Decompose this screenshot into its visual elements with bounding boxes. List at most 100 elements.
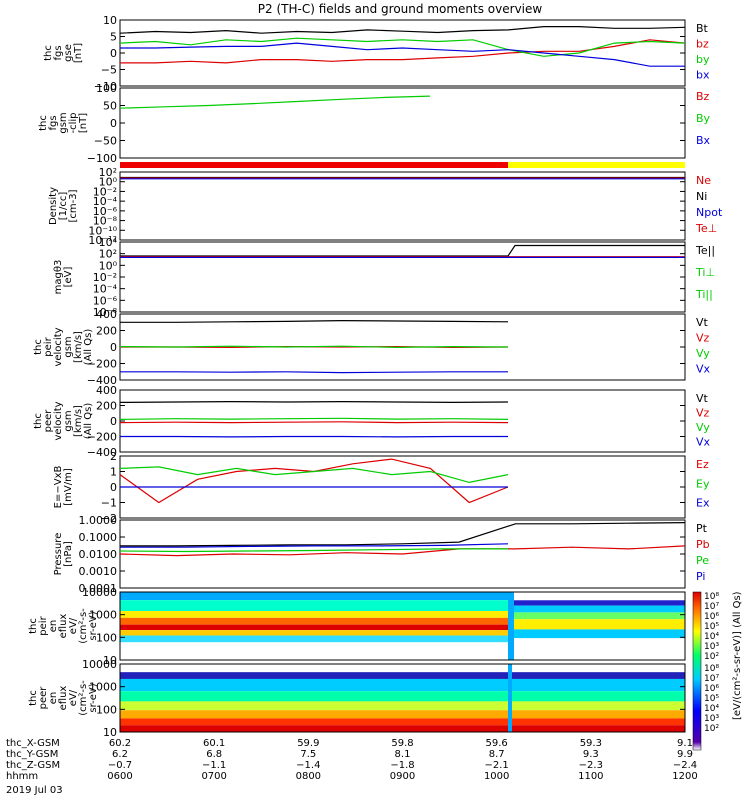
y-tick-label: 10⁰ — [99, 176, 118, 189]
series-line-vt — [120, 319, 509, 323]
spectrogram-band — [120, 672, 685, 679]
y-axis-label-line: (All Qs) — [83, 329, 94, 366]
x-tick-label: 59.8 — [391, 738, 413, 749]
spectrogram-band — [120, 642, 508, 660]
x-tick-label: 9.3 — [583, 749, 599, 760]
legend-entry: by — [696, 53, 710, 66]
x-tick-label: −1.1 — [202, 760, 226, 771]
y-tick-label: 10⁻⁶ — [93, 294, 118, 307]
colorbar-tick-label: 10⁵ — [704, 622, 719, 632]
legend-entry: Vy — [696, 347, 710, 360]
y-axis-label-line: gse — [63, 44, 74, 62]
colorbar-tick-label: 10⁸ — [704, 592, 719, 602]
y-tick-label: 10 — [103, 654, 117, 667]
legend-entry: Vt — [696, 316, 709, 329]
status-bar-yellow — [508, 162, 685, 168]
panel-frame — [119, 19, 686, 87]
y-tick-label: −2 — [101, 512, 117, 525]
y-tick-label: 100 — [96, 631, 117, 644]
panel-density: 10²10⁰10⁻²10⁻⁴10⁻⁶10⁻⁸10⁻¹⁰10⁻¹²Density[… — [48, 166, 723, 247]
y-axis-label-line: en — [48, 692, 59, 705]
legend-entry: Vz — [696, 407, 710, 420]
plot-date: 2019 Jul 03 — [6, 785, 63, 796]
x-tick-label: 0900 — [390, 771, 415, 782]
legend-entry: Pe — [696, 554, 709, 567]
y-tick-label: 0.0100 — [79, 548, 118, 561]
spectrogram-band — [120, 664, 685, 673]
panel-frame — [119, 389, 686, 453]
y-axis-label-line: thc — [28, 618, 39, 634]
x-tick-label: 0600 — [107, 771, 132, 782]
legend-entry: By — [696, 112, 711, 125]
spectrogram-band — [120, 630, 508, 636]
spectrogram-band — [120, 592, 508, 601]
x-tick-label: 6.2 — [112, 749, 128, 760]
y-tick-label: 2 — [110, 450, 117, 463]
x-tick-label: 8.1 — [395, 749, 411, 760]
y-tick-label: 5 — [110, 31, 117, 44]
y-tick-label: −5 — [101, 64, 117, 77]
x-tick-label: 60.2 — [109, 738, 131, 749]
colorbar-label: [eV/(cm²-s-sr-eV)] (All Qs) — [732, 591, 743, 720]
spectrogram-band — [120, 678, 685, 692]
y-tick-label: 200 — [96, 400, 117, 413]
y-axis-label-line: thc — [38, 115, 49, 131]
colorbar-strip — [692, 591, 702, 751]
y-axis-label: E=−VxB [mV/m] — [53, 466, 74, 509]
y-tick-label: 10⁻⁴ — [93, 195, 118, 208]
y-tick-label: 10⁻⁸ — [93, 215, 118, 228]
y-tick-label: −50 — [94, 135, 117, 148]
panel-peer-velocity: 400 200 0 −200 −400 thc peer velocity gsm [km/s](… — [33, 384, 711, 459]
spectrogram-band — [120, 617, 508, 625]
y-axis-label-line: magθ3 — [53, 260, 64, 295]
colorbar: 10⁸10⁷10⁶10⁵10⁴10³10²10⁸10⁷10⁶10⁵10⁴10³1… — [692, 591, 743, 751]
panel-frame — [119, 241, 686, 313]
y-axis-label-line: gsm — [58, 112, 69, 133]
panel-frame — [119, 591, 686, 661]
spectrogram-band — [508, 612, 685, 620]
y-tick-label: 10⁴ — [99, 236, 118, 249]
y-tick-label: 50 — [103, 100, 117, 113]
spectrogram-band — [120, 725, 685, 732]
y-axis-label-line: [eV] — [63, 267, 74, 288]
panel-e-field: 2 1 0 −1 −2 E=−VxB [mV/m] Ez Ey Ex — [53, 450, 710, 525]
y-tick-label: 0.0001 — [79, 582, 118, 595]
spectrogram-band — [508, 638, 685, 660]
y-tick-label: 10000 — [82, 658, 117, 671]
y-axis-label-line: velocity — [53, 327, 64, 366]
series-line-vz — [119, 421, 509, 424]
y-tick-label: −400 — [87, 374, 117, 387]
y-tick-label: −400 — [87, 446, 117, 459]
colorbar-tick-label: 10² — [704, 724, 719, 734]
panel-peir-eflux: 10000 1000 100 10 thc peir en eflux eV/(cm²-s-sr… — [28, 586, 686, 667]
y-axis-label-line: gsm — [63, 336, 74, 357]
series-line-bt — [119, 26, 686, 34]
y-axis-label-line: en — [48, 620, 59, 633]
x-tick-label: −2.4 — [673, 760, 697, 771]
panel-frame — [119, 663, 686, 733]
panel-pressure: 1.0000 0.1000 0.0100 0.0010 0.0001 Pressure [n… — [53, 514, 710, 595]
y-tick-label: 10⁻⁶ — [93, 205, 118, 218]
x-tick-label: 7.5 — [300, 749, 316, 760]
y-axis-label: thc peir velocity gsm [km/s] (All Qs) — [33, 327, 94, 366]
spectrogram-band — [120, 635, 508, 643]
legend-entry: Te|| — [695, 244, 715, 257]
spectrogram-gap — [508, 592, 514, 660]
y-axis-label-line: (All Qs) — [83, 403, 94, 440]
y-tick-label: 400 — [96, 384, 117, 397]
colorbar-tick-label: 10³ — [704, 642, 719, 652]
legend-entry: Vx — [696, 363, 711, 376]
y-axis-label-line: velocity — [53, 401, 64, 440]
panel-fgs: 10 5 0 −5 −10 thc fgs gse [nT] Bt bz by bx — [43, 14, 710, 93]
panel-frame — [119, 171, 686, 241]
series-line-pi — [120, 543, 509, 548]
spectrogram-gap — [508, 664, 512, 732]
panel-peir-velocity: 400 200 0 −200 −400 thc peir velocity gsm [km/s](… — [33, 308, 711, 387]
y-axis-label-line: [km/s] — [73, 331, 84, 363]
spectrogram-band — [120, 624, 508, 631]
y-tick-label: 1000 — [89, 681, 117, 694]
y-tick-label: 0 — [110, 341, 117, 354]
panel-frame — [119, 87, 686, 159]
colorbar-tick-label: 10⁴ — [704, 704, 719, 714]
